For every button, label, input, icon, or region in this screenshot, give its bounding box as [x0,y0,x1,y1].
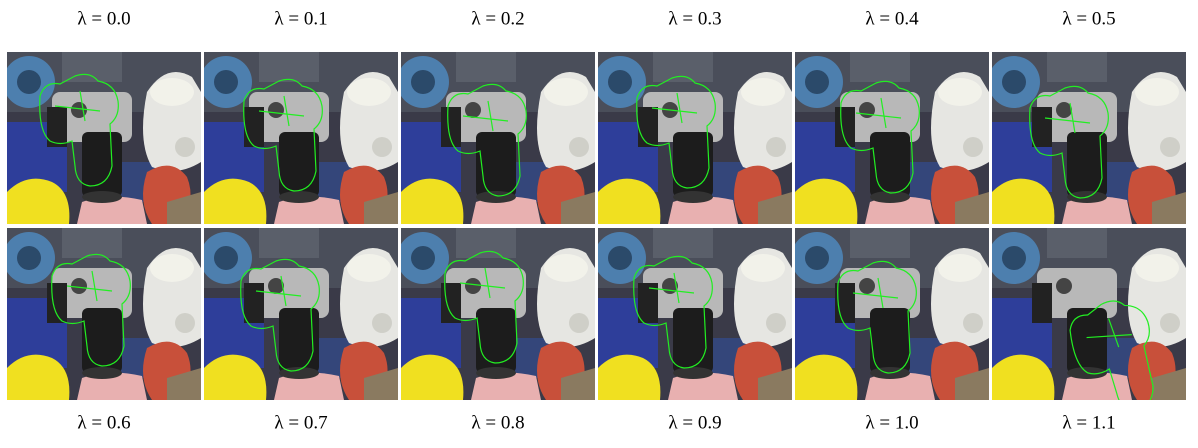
panel-image [988,52,1186,224]
panel-label: λ = 0.7 [274,412,327,433]
panel [397,52,595,224]
figure: λ = 0.0 λ = 0.1 λ = 0.2 λ = 0.3 λ = 0.4 λ = 0… [0,0,1198,443]
panel-image [988,228,1186,400]
panel-label: λ = 0.0 [77,8,130,29]
panel [200,228,398,400]
panel-image [397,228,595,400]
panel-image [594,52,792,224]
panel [594,228,792,400]
panel-image [594,228,792,400]
panel-label: λ = 0.2 [471,8,524,29]
page: λ = 0.0 λ = 0.1 λ = 0.2 λ = 0.3 λ = 0.4 λ = 0… [0,0,1198,448]
panel-image [397,52,595,224]
panel-label: λ = 0.9 [668,412,721,433]
panel-image [3,228,201,400]
panel-image [791,52,989,224]
panel-label: λ = 0.4 [865,8,919,29]
panels [3,52,1186,419]
panel [988,228,1186,419]
panel [791,228,989,400]
panel-label: λ = 0.8 [471,412,524,433]
panel-label: λ = 0.5 [1062,8,1115,29]
panel [594,52,792,224]
panel [3,228,201,400]
panel-label: λ = 1.0 [865,412,918,433]
panel [791,52,989,224]
panel-label: λ = 0.6 [77,412,130,433]
panel [200,52,398,224]
panel-label: λ = 0.1 [274,8,327,29]
panel-image [200,52,398,224]
panel-label: λ = 1.1 [1062,412,1115,433]
panel [988,52,1186,224]
panel [3,52,201,224]
panel-image [3,52,201,224]
panel-image [791,228,989,400]
panel-image [200,228,398,400]
panel [397,228,595,400]
panel-label: λ = 0.3 [668,8,721,29]
